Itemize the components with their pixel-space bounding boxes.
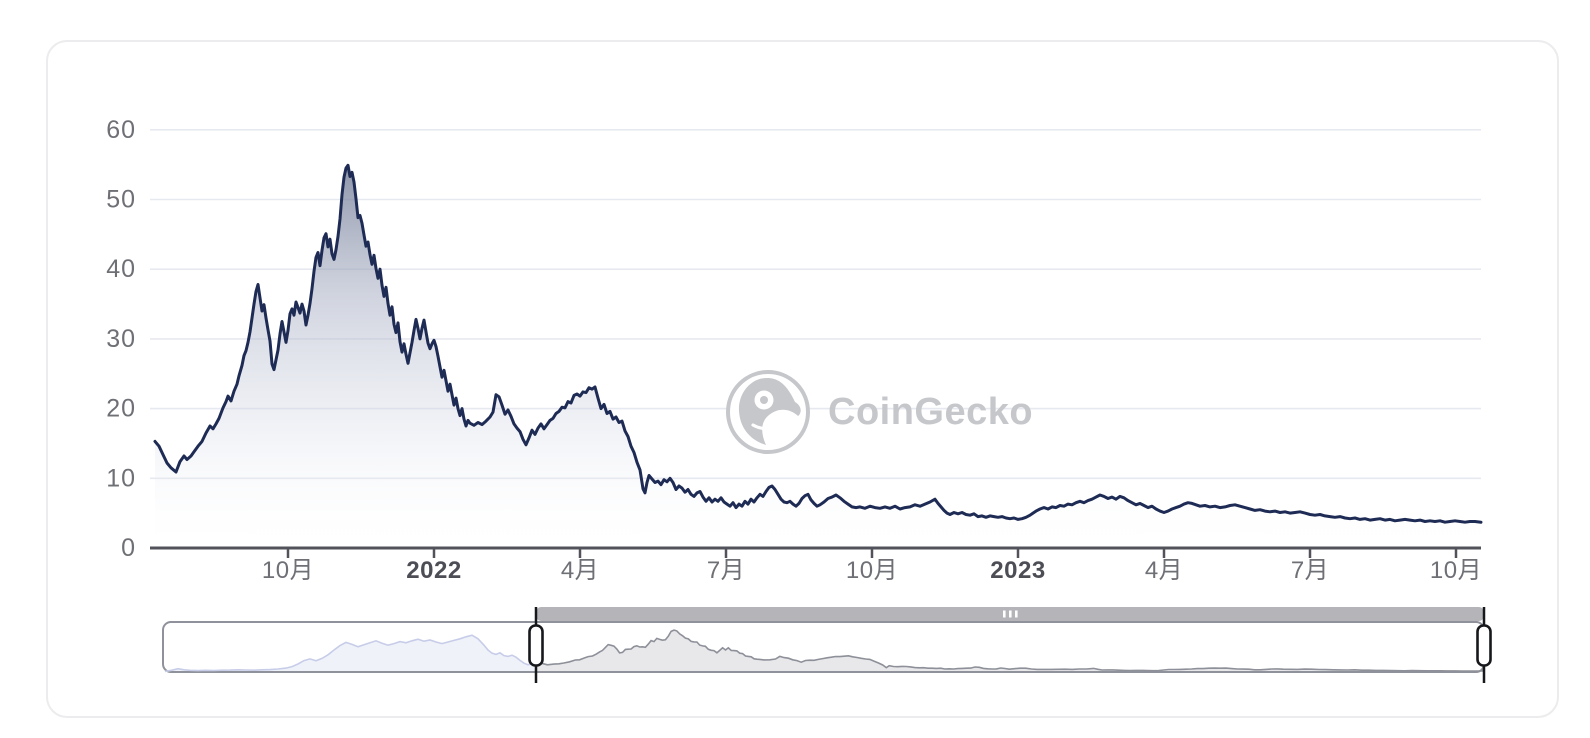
y-tick-label-60: 60 bbox=[106, 116, 136, 144]
y-tick-label-20: 20 bbox=[106, 395, 136, 423]
navigator-preview-selected-fill bbox=[536, 630, 1484, 671]
navigator-right-handle[interactable] bbox=[1476, 624, 1492, 667]
x-tick-label-2023: 2023 bbox=[990, 557, 1045, 584]
x-tick-label-10月: 10月 bbox=[846, 557, 898, 584]
navigator-preview-out-of-range-line bbox=[164, 634, 537, 673]
x-tick-label-7月: 7月 bbox=[707, 557, 745, 584]
x-tick-label-4月: 4月 bbox=[1145, 557, 1183, 584]
coingecko-watermark: CoinGecko bbox=[726, 370, 1033, 454]
y-tick-label-50: 50 bbox=[106, 186, 136, 214]
navigator-preview-out-of-range-fill bbox=[165, 635, 536, 672]
navigator-left-handle[interactable] bbox=[528, 624, 544, 667]
price-area bbox=[155, 165, 1481, 549]
watermark-label: CoinGecko bbox=[828, 391, 1033, 433]
x-tick-label-4月: 4月 bbox=[561, 557, 599, 584]
x-tick-label-2022: 2022 bbox=[406, 557, 461, 584]
coingecko-gecko-icon bbox=[726, 370, 810, 454]
y-tick-label-0: 0 bbox=[121, 534, 136, 562]
price-area-fill bbox=[155, 165, 1481, 549]
navigator-track-grip[interactable] bbox=[1003, 610, 1006, 618]
y-tick-label-30: 30 bbox=[106, 325, 136, 353]
x-tick-label-10月: 10月 bbox=[262, 557, 314, 584]
x-tick-label-10月: 10月 bbox=[1430, 557, 1482, 584]
y-tick-label-40: 40 bbox=[106, 255, 136, 283]
navigator-preview-selected-line bbox=[535, 629, 1484, 672]
navigator-track-grip[interactable] bbox=[1009, 610, 1012, 618]
price-line[interactable] bbox=[153, 163, 1483, 524]
price-line-path[interactable] bbox=[153, 163, 1483, 524]
y-axis-labels: 0 10 20 30 40 50 60 bbox=[106, 116, 136, 562]
plot-hover-area[interactable] bbox=[150, 70, 1481, 548]
x-tick-label-7月: 7月 bbox=[1291, 557, 1329, 584]
y-tick-label-10: 10 bbox=[106, 464, 136, 492]
navigator-track-grip[interactable] bbox=[1015, 610, 1018, 618]
range-navigator[interactable] bbox=[162, 607, 1492, 683]
x-axis: 10月 2022 4月 7月 10月 2023 4月 7月 10月 bbox=[150, 546, 1482, 584]
